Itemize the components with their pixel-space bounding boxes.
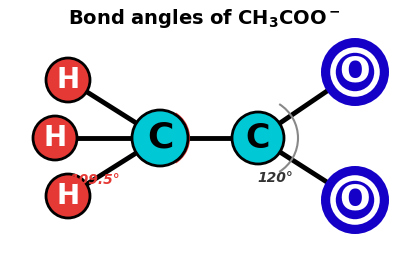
Text: 109.5°: 109.5° bbox=[70, 173, 120, 187]
Text: H: H bbox=[56, 66, 80, 94]
Circle shape bbox=[46, 174, 90, 218]
Circle shape bbox=[132, 110, 188, 166]
Text: O: O bbox=[339, 55, 371, 89]
Text: H: H bbox=[43, 124, 67, 152]
Text: H: H bbox=[56, 182, 80, 210]
Circle shape bbox=[321, 38, 389, 106]
Text: O: O bbox=[339, 183, 371, 217]
Text: C: C bbox=[147, 121, 173, 155]
Text: $\mathbf{Bond\ angles\ of\ CH_3COO^-}$: $\mathbf{Bond\ angles\ of\ CH_3COO^-}$ bbox=[67, 7, 340, 29]
Circle shape bbox=[232, 112, 284, 164]
Text: 120°: 120° bbox=[257, 171, 293, 185]
Circle shape bbox=[46, 58, 90, 102]
Circle shape bbox=[33, 116, 77, 160]
Circle shape bbox=[321, 166, 389, 234]
Circle shape bbox=[333, 50, 377, 94]
Circle shape bbox=[333, 178, 377, 222]
Text: C: C bbox=[246, 121, 270, 154]
